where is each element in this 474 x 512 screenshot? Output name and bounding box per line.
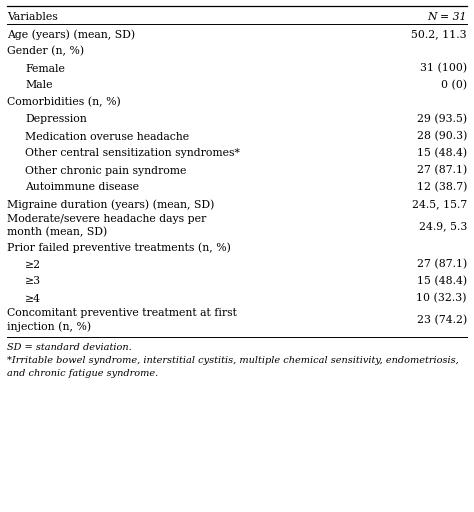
Text: Variables: Variables (7, 12, 58, 22)
Text: 31 (100): 31 (100) (420, 63, 467, 74)
Text: Other central sensitization syndromes*: Other central sensitization syndromes* (25, 148, 240, 159)
Text: Other chronic pain syndrome: Other chronic pain syndrome (25, 165, 186, 176)
Text: 15 (48.4): 15 (48.4) (417, 148, 467, 159)
Text: Prior failed preventive treatments (n, %): Prior failed preventive treatments (n, %… (7, 242, 231, 253)
Text: Gender (n, %): Gender (n, %) (7, 46, 84, 57)
Text: 28 (90.3): 28 (90.3) (417, 132, 467, 142)
Text: 24.5, 15.7: 24.5, 15.7 (412, 200, 467, 209)
Text: Depression: Depression (25, 115, 87, 124)
Text: and chronic fatigue syndrome.: and chronic fatigue syndrome. (7, 369, 158, 378)
Text: Comorbidities (n, %): Comorbidities (n, %) (7, 97, 121, 108)
Text: ≥3: ≥3 (25, 276, 41, 287)
Text: Female: Female (25, 63, 65, 74)
Text: SD = standard deviation.: SD = standard deviation. (7, 343, 132, 352)
Text: 15 (48.4): 15 (48.4) (417, 276, 467, 287)
Text: 50.2, 11.3: 50.2, 11.3 (411, 30, 467, 39)
Text: N = 31: N = 31 (428, 12, 467, 22)
Text: *Irritable bowel syndrome, interstitial cystitis, multiple chemical sensitivity,: *Irritable bowel syndrome, interstitial … (7, 356, 459, 365)
Text: Moderate/severe headache days per: Moderate/severe headache days per (7, 215, 206, 224)
Text: Concomitant preventive treatment at first: Concomitant preventive treatment at firs… (7, 309, 237, 318)
Text: ≥4: ≥4 (25, 293, 41, 304)
Text: 10 (32.3): 10 (32.3) (417, 293, 467, 304)
Text: ≥2: ≥2 (25, 260, 41, 269)
Text: Male: Male (25, 80, 53, 91)
Text: 12 (38.7): 12 (38.7) (417, 182, 467, 193)
Text: 29 (93.5): 29 (93.5) (417, 114, 467, 124)
Text: Medication overuse headache: Medication overuse headache (25, 132, 189, 141)
Text: month (mean, SD): month (mean, SD) (7, 227, 107, 238)
Text: Age (years) (mean, SD): Age (years) (mean, SD) (7, 29, 135, 40)
Text: 24.9, 5.3: 24.9, 5.3 (419, 221, 467, 231)
Text: Migraine duration (years) (mean, SD): Migraine duration (years) (mean, SD) (7, 199, 214, 210)
Text: 0 (0): 0 (0) (441, 80, 467, 91)
Text: injection (n, %): injection (n, %) (7, 321, 91, 332)
Text: 27 (87.1): 27 (87.1) (417, 165, 467, 176)
Text: 27 (87.1): 27 (87.1) (417, 260, 467, 270)
Text: 23 (74.2): 23 (74.2) (417, 315, 467, 325)
Text: Autoimmune disease: Autoimmune disease (25, 182, 139, 193)
